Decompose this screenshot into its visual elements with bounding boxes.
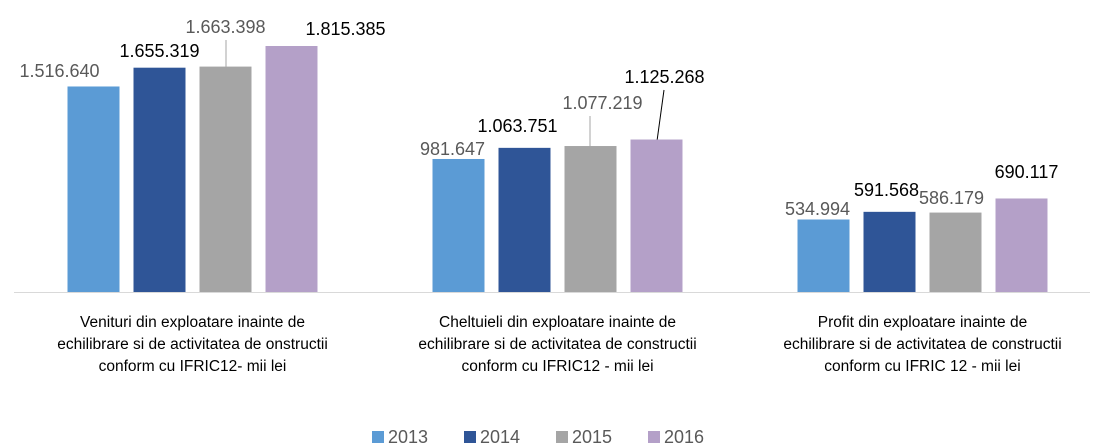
data-label: 1.063.751 (477, 116, 557, 136)
bar (133, 67, 186, 292)
x-tick-label: Venituri din exploatare inainte de echil… (57, 314, 328, 375)
bar (498, 147, 551, 292)
bar (432, 158, 485, 292)
bar (265, 46, 318, 292)
bar (564, 146, 617, 292)
bar (863, 211, 916, 292)
data-label: 1.815.385 (305, 19, 385, 39)
bar (67, 86, 120, 292)
data-label: 534.994 (785, 199, 850, 219)
bar (797, 219, 850, 292)
legend-label: 2014 (480, 427, 520, 447)
data-label: 1.663.398 (185, 17, 265, 37)
legend-swatch (372, 431, 384, 443)
data-label: 690.117 (995, 162, 1059, 182)
data-label: 1.125.268 (624, 67, 704, 87)
bar (929, 212, 982, 292)
data-label: 1.655.319 (119, 41, 199, 61)
bar (995, 198, 1048, 292)
data-label: 1.516.640 (19, 61, 99, 81)
data-label: 591.568 (854, 180, 919, 200)
leader-line (656, 89, 665, 142)
bar (630, 139, 683, 292)
bar (199, 66, 252, 292)
legend-label: 2013 (388, 427, 428, 447)
x-tick-label: Cheltuieli din exploatare inainte de ech… (418, 314, 697, 375)
legend-label: 2015 (572, 427, 612, 447)
data-label: 981.647 (420, 139, 485, 159)
legend-swatch (648, 431, 660, 443)
legend-label: 2016 (664, 427, 704, 447)
x-tick-label: Profit din exploatare inainte de echilib… (783, 314, 1062, 375)
data-label: 1.077.219 (562, 93, 642, 113)
legend-swatch (556, 431, 568, 443)
legend-swatch (464, 431, 476, 443)
data-label: 586.179 (919, 188, 984, 208)
